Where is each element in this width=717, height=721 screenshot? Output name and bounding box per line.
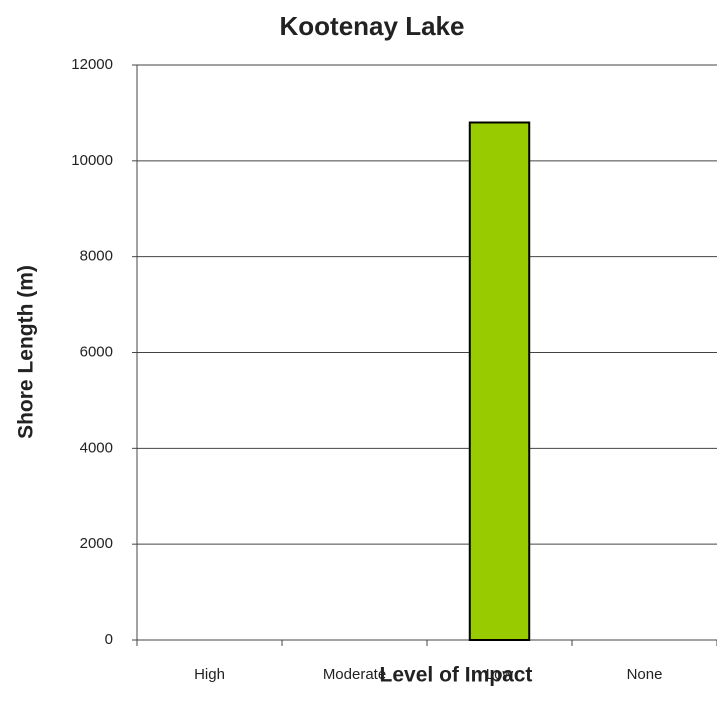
y-tick-label: 10000	[71, 152, 113, 169]
y-tick-label: 0	[105, 631, 113, 648]
x-tick-label: None	[627, 666, 663, 683]
bar	[468, 121, 531, 641]
y-tick-label: 6000	[80, 343, 113, 360]
y-tick-label: 4000	[80, 439, 113, 456]
x-tick-label: Moderate	[323, 666, 386, 683]
y-tick-label: 8000	[80, 248, 113, 265]
chart-title: Kootenay Lake	[280, 11, 465, 41]
y-axis-label: Shore Length (m)	[15, 265, 38, 439]
y-tick-label: 2000	[80, 535, 113, 552]
x-tick-label: Low	[486, 666, 514, 683]
x-axis-label: Level of Impact	[380, 664, 533, 687]
x-tick-label: High	[194, 666, 225, 683]
y-tick-label: 12000	[71, 56, 113, 73]
